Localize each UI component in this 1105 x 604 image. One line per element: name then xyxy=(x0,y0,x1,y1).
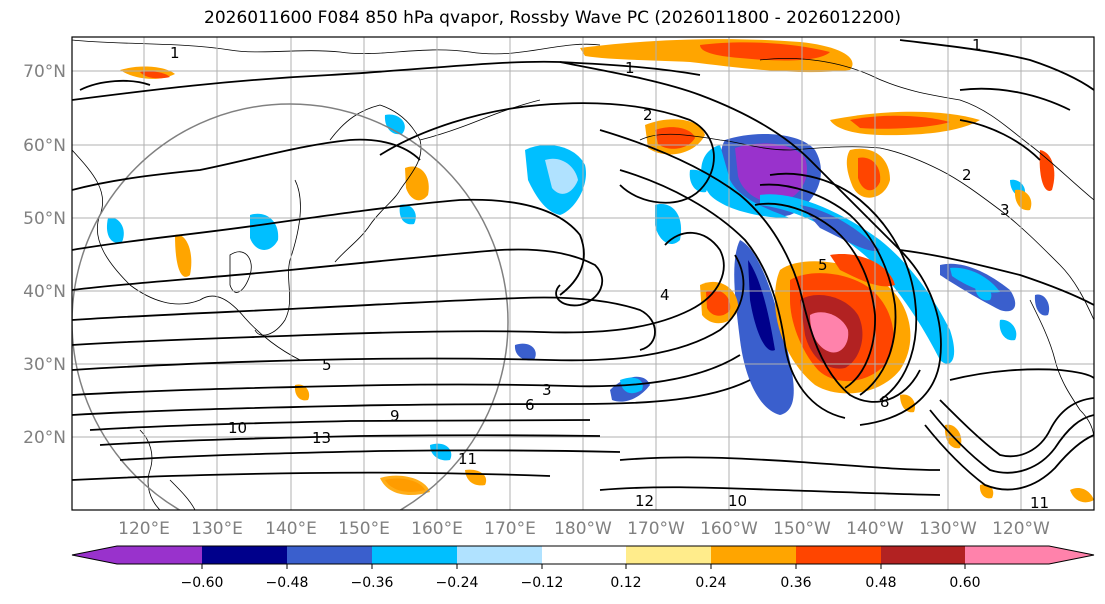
contour-label: 3 xyxy=(542,381,552,399)
colorbar-max-arrow xyxy=(1049,546,1094,564)
colorbar-bin xyxy=(626,546,711,564)
region-circle xyxy=(72,103,509,510)
contour-label: 9 xyxy=(390,407,400,425)
lon-label: 150°W xyxy=(773,519,831,539)
contour-label: 2 xyxy=(962,166,972,184)
colorbar-bin xyxy=(711,546,796,564)
colorbar-bin xyxy=(117,546,202,564)
contour-label: 8 xyxy=(880,393,890,411)
colorbar-tick-labels: −0.60 −0.48 −0.36 −0.24 −0.12 0.12 0.24 … xyxy=(181,575,981,591)
lon-label: 170°E xyxy=(484,519,536,539)
lon-label: 130°W xyxy=(919,519,977,539)
lon-label: 160°W xyxy=(700,519,758,539)
colorbar-bin xyxy=(202,546,287,564)
colorbar-tick-label: −0.48 xyxy=(266,575,309,591)
contour-label: 13 xyxy=(312,429,331,447)
lon-label: 170°W xyxy=(627,519,685,539)
contour-label: 11 xyxy=(458,450,477,468)
colorbar-bin xyxy=(965,546,1049,564)
anomaly-shading xyxy=(106,39,1094,503)
colorbar-bin xyxy=(796,546,881,564)
lon-label: 120°E xyxy=(118,519,170,539)
lon-label: 150°E xyxy=(338,519,390,539)
longitude-labels: 120°E 130°E 140°E 150°E 160°E 170°E 180°… xyxy=(118,519,1050,539)
coastlines xyxy=(72,39,1094,510)
wave-contours xyxy=(72,39,1094,496)
colorbar-ticks xyxy=(201,564,966,569)
lon-label: 140°E xyxy=(265,519,317,539)
latitude-labels: 70°N 60°N 50°N 40°N 30°N 20°N xyxy=(23,62,66,448)
contour-labels: 1 1 1 2 2 3 3 4 5 5 6 8 9 10 10 11 11 12… xyxy=(170,36,1049,512)
lon-label: 180°W xyxy=(554,519,612,539)
lon-label: 160°E xyxy=(411,519,463,539)
contour-label: 10 xyxy=(728,492,747,510)
contour-label: 5 xyxy=(818,256,828,274)
colorbar-tick-label: −0.60 xyxy=(181,575,224,591)
colorbar-bin xyxy=(542,546,626,564)
lat-label: 60°N xyxy=(23,136,66,156)
colorbar-bin xyxy=(372,546,457,564)
colorbar-tick-label: −0.12 xyxy=(521,575,564,591)
contour-label: 10 xyxy=(228,419,247,437)
colorbar-tick-label: 0.60 xyxy=(949,575,980,591)
contour-label: 1 xyxy=(972,36,982,54)
colorbar-tick-label: 0.12 xyxy=(610,575,641,591)
map-frame xyxy=(71,36,1095,511)
contour-label: 1 xyxy=(625,59,635,77)
lon-label: 140°W xyxy=(846,519,904,539)
map-title: 2026011600 F084 850 hPa qvapor, Rossby W… xyxy=(204,8,901,28)
colorbar-min-arrow xyxy=(72,546,117,564)
colorbar-bin xyxy=(287,546,372,564)
colorbar-tick-label: 0.36 xyxy=(780,575,811,591)
lat-label: 30°N xyxy=(23,355,66,375)
colorbar-tick-label: −0.24 xyxy=(436,575,479,591)
colorbar-bin xyxy=(457,546,542,564)
contour-label: 3 xyxy=(1000,201,1010,219)
colorbar: −0.60 −0.48 −0.36 −0.24 −0.12 0.12 0.24 … xyxy=(71,545,1095,591)
gridlines xyxy=(72,37,1094,510)
contour-label: 1 xyxy=(170,44,180,62)
colorbar-tick-label: 0.24 xyxy=(695,575,726,591)
colorbar-tick-label: 0.48 xyxy=(865,575,896,591)
lon-label: 120°W xyxy=(992,519,1050,539)
contour-label: 6 xyxy=(525,396,535,414)
colorbar-bin xyxy=(881,546,965,564)
lat-label: 40°N xyxy=(23,282,66,302)
contour-label: 2 xyxy=(643,106,653,124)
contour-label: 5 xyxy=(322,356,332,374)
contour-label: 12 xyxy=(635,492,654,510)
colorbar-outline xyxy=(71,545,1095,565)
lat-label: 70°N xyxy=(23,62,66,82)
contour-label: 4 xyxy=(660,286,670,304)
lon-label: 130°E xyxy=(191,519,243,539)
lat-label: 50°N xyxy=(23,209,66,229)
colorbar-tick-label: −0.36 xyxy=(351,575,394,591)
map-content: 1 1 1 2 2 3 3 4 5 5 6 8 9 10 10 11 11 12… xyxy=(72,36,1094,512)
lat-label: 20°N xyxy=(23,428,66,448)
contour-label: 11 xyxy=(1030,494,1049,512)
